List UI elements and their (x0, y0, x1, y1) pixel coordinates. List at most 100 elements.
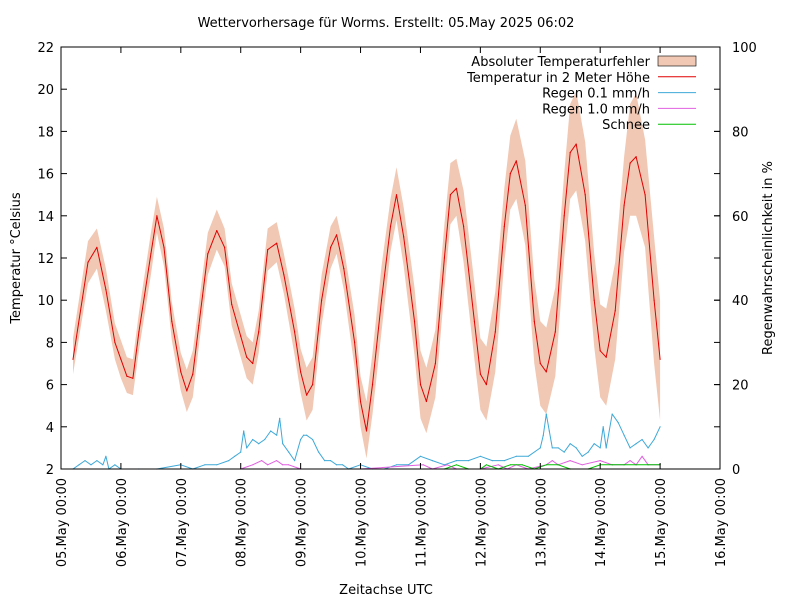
y2-tick-label: 100 (732, 41, 757, 56)
rain-01-point (611, 413, 613, 415)
temperature-point (644, 194, 646, 196)
temperature-point (584, 194, 586, 196)
temperature-point (380, 299, 383, 301)
temperature-point (463, 225, 465, 227)
rain-10-point (641, 455, 643, 457)
rain-01-point (330, 460, 332, 462)
temperature-point (267, 249, 269, 251)
temperature-point (224, 246, 226, 248)
temperature-point (389, 225, 392, 227)
temperature-point (494, 331, 496, 333)
temperature-point (539, 362, 541, 365)
rain-01-point (623, 434, 625, 436)
x-tick-label: 11.May 00:00 (414, 478, 429, 567)
rain-01-point (503, 460, 505, 462)
rain-10-point (276, 460, 278, 462)
temperature-point (114, 341, 116, 343)
rain-01-point (551, 447, 553, 449)
rain-10-point (446, 464, 448, 466)
rain-01-point (395, 464, 398, 466)
temperature-point (330, 246, 332, 248)
axes: 2 4 6 8 10 12 14 16 18 20 22 0 20 40 60 80 100 05.May 00:… (37, 41, 756, 567)
plot-area (72, 91, 661, 470)
y2-tick-label: 0 (732, 463, 740, 478)
y-tick-label: 14 (37, 210, 54, 225)
temperature-point (413, 320, 416, 322)
rain-01-point (204, 464, 206, 466)
temperature-error-band (73, 91, 661, 459)
temperature-point (434, 362, 436, 365)
temperature-point (138, 331, 140, 333)
temperature-series (72, 143, 661, 432)
rain-10-point (569, 460, 571, 462)
x-axis-title: Zeitachse UTC (339, 583, 433, 598)
snow-point (485, 464, 487, 466)
rain-01-point (306, 434, 308, 436)
legend-label: Regen 0.1 mm/h (542, 87, 650, 102)
rain-01-point (258, 443, 260, 445)
rain-01-point (653, 438, 655, 441)
temperature-point (419, 384, 422, 386)
y2-axis-title: Regenwahrscheinlichkeit in % (761, 161, 776, 355)
y-tick-label: 22 (37, 41, 54, 56)
legend-entry: Regen 0.1 mm/h (542, 87, 696, 102)
rain-01-point (84, 460, 86, 462)
rain-01-point (279, 417, 281, 419)
temperature-point (403, 236, 405, 238)
snow-point (611, 464, 613, 466)
temperature-point (321, 299, 323, 301)
temperature-point (359, 400, 362, 403)
rain-01-point (602, 426, 604, 428)
temperature-line (72, 143, 661, 432)
rain-01-point (455, 460, 457, 462)
temperature-point (653, 299, 655, 301)
rain-01-point (240, 451, 242, 453)
temperature-point (294, 331, 296, 333)
rain-01-point (105, 455, 107, 457)
rain-01-point (234, 455, 236, 457)
temperature-point (515, 160, 517, 162)
rain-10-point (581, 464, 583, 466)
rain-10-point (551, 460, 553, 462)
rain-01-point (342, 464, 344, 466)
rain-01-point (228, 460, 230, 462)
temperature-point (443, 257, 445, 259)
temperature-point (533, 320, 535, 322)
x-tick-label: 05.May 00:00 (55, 478, 70, 567)
temperature-point (252, 362, 254, 365)
rain-01-point (288, 451, 290, 453)
legend-label: Regen 1.0 mm/h (542, 102, 650, 117)
temperature-point (659, 358, 661, 360)
rain-01-point (539, 447, 541, 449)
x-tick-label: 16.May 00:00 (714, 478, 729, 567)
rain-01-point (545, 413, 547, 415)
temperature-point (449, 194, 451, 196)
temperature-point (509, 173, 511, 175)
temperature-point (216, 230, 218, 232)
x-tick-label: 13.May 00:00 (534, 478, 549, 567)
x-tick-label: 07.May 00:00 (175, 478, 190, 567)
temperature-point (524, 204, 526, 206)
temperature-point (283, 274, 285, 276)
temperature-point (593, 299, 595, 301)
rain-10-point (252, 464, 254, 466)
temperature-point (132, 377, 134, 379)
rain-01-point (312, 438, 314, 441)
y-tick-label: 16 (37, 168, 54, 183)
rain-01-point (641, 438, 643, 441)
rain-01-point (276, 434, 278, 436)
rain-01-point (581, 455, 583, 457)
rain-01-point (407, 464, 410, 466)
temperature-point (156, 215, 158, 217)
temperature-point (455, 187, 457, 189)
rain-01-point (563, 451, 565, 453)
rain-01-point (318, 451, 320, 453)
temperature-point (171, 320, 173, 322)
y-tick-label: 6 (46, 379, 54, 394)
rain-01-point (557, 447, 559, 449)
rain-01-point (575, 447, 577, 449)
temperature-point (425, 400, 427, 403)
temperature-point (306, 394, 308, 396)
temperature-point (258, 331, 260, 333)
